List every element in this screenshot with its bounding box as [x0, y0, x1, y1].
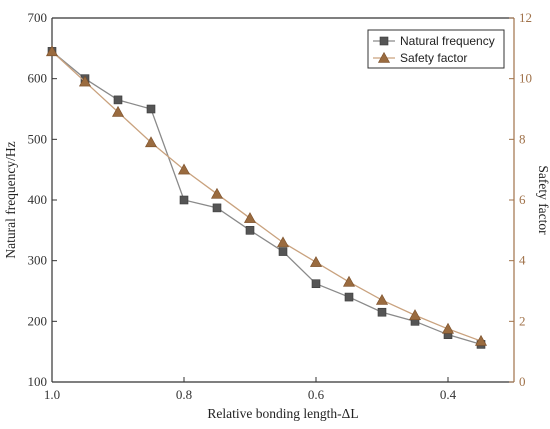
y2-tick-label: 10	[519, 71, 532, 86]
legend-label: Safety factor	[400, 51, 467, 65]
data-point	[177, 163, 191, 175]
data-point	[212, 203, 222, 213]
x-tick-label: 1.0	[44, 387, 60, 402]
y2-tick-label: 0	[519, 374, 526, 389]
data-point	[474, 334, 488, 346]
data-point	[344, 292, 354, 302]
axes-layer: 100 200 300 400 500 600 700 0 2 4 6 8 10 12 1.0 0.8 0.6 0…	[3, 10, 550, 421]
data-point	[111, 105, 125, 117]
y2-tick-label: 8	[519, 131, 526, 146]
y2-tick-label: 6	[519, 192, 526, 207]
data-point	[375, 293, 389, 305]
y-axis-title: Natural frequency/Hz	[3, 141, 18, 258]
data-point	[113, 95, 123, 105]
data-point	[243, 212, 257, 223]
y2-axis-title: Safety factor	[536, 165, 550, 235]
data-point	[276, 236, 290, 248]
y2-tick-label: 4	[519, 253, 526, 268]
series-0	[47, 47, 486, 349]
x-tick-label: 0.6	[308, 387, 325, 402]
data-point	[408, 309, 422, 320]
y-tick-label: 300	[28, 253, 48, 268]
y2-tick-label: 2	[519, 313, 526, 328]
y-tick-label: 700	[28, 10, 48, 25]
data-point	[309, 256, 323, 267]
y-tick-label: 200	[28, 313, 48, 328]
series-line-1	[51, 50, 482, 342]
data-point	[245, 226, 255, 235]
data-point	[441, 322, 455, 334]
data-point	[210, 187, 224, 199]
data-point	[146, 104, 156, 114]
data-point	[78, 75, 92, 87]
y2-tick-label: 12	[519, 10, 532, 25]
data-point	[311, 279, 321, 289]
y-tick-label: 400	[28, 192, 48, 207]
legend-box	[367, 29, 505, 69]
y-tick-label: 500	[28, 131, 48, 146]
series-layer	[45, 45, 488, 349]
data-point	[144, 136, 158, 148]
series-1	[45, 45, 488, 346]
data-point	[278, 247, 288, 256]
x-tick-label: 0.8	[176, 387, 192, 402]
series-line-0	[51, 50, 482, 346]
y-tick-label: 600	[28, 71, 48, 86]
data-point	[45, 45, 59, 57]
legend-label: Natural frequency	[400, 34, 495, 48]
legend-marker	[379, 36, 389, 46]
y-tick-label: 100	[28, 374, 48, 389]
x-axis-title: Relative bonding length-ΔL	[207, 406, 358, 421]
data-point	[179, 195, 189, 205]
legend-marker	[377, 51, 391, 63]
data-point	[377, 307, 387, 317]
x-tick-label: 0.4	[440, 387, 457, 402]
legend: Natural frequency Safety factor	[367, 29, 505, 69]
data-point	[342, 275, 356, 287]
